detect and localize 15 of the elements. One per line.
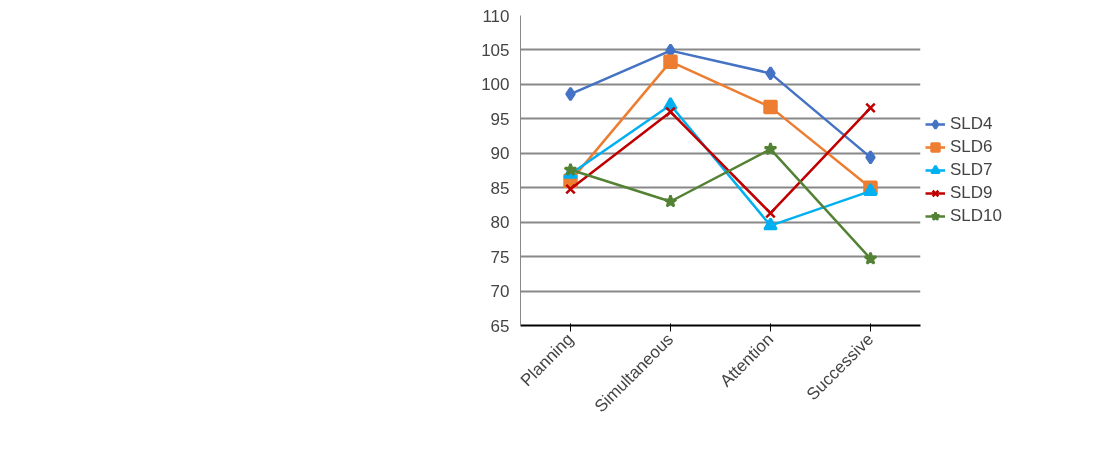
y-tick-label: 70: [490, 282, 510, 302]
y-tick-label: 95: [490, 109, 510, 129]
legend-label: SLD10: [950, 206, 1002, 226]
y-tick-label: 110: [482, 6, 510, 26]
y-tick-label: 65: [490, 316, 510, 336]
legend-label: SLD9: [950, 183, 993, 203]
y-tick-label: 75: [490, 247, 510, 267]
legend-label: SLD4: [950, 114, 993, 134]
legend-label: SLD6: [950, 137, 993, 157]
y-tick-label: 80: [490, 213, 510, 233]
y-tick-label: 105: [481, 40, 510, 60]
y-tick-label: 85: [490, 178, 510, 198]
y-tick-label: 90: [490, 144, 510, 164]
legend-label: SLD7: [950, 160, 993, 180]
y-tick-label: 100: [481, 75, 510, 95]
